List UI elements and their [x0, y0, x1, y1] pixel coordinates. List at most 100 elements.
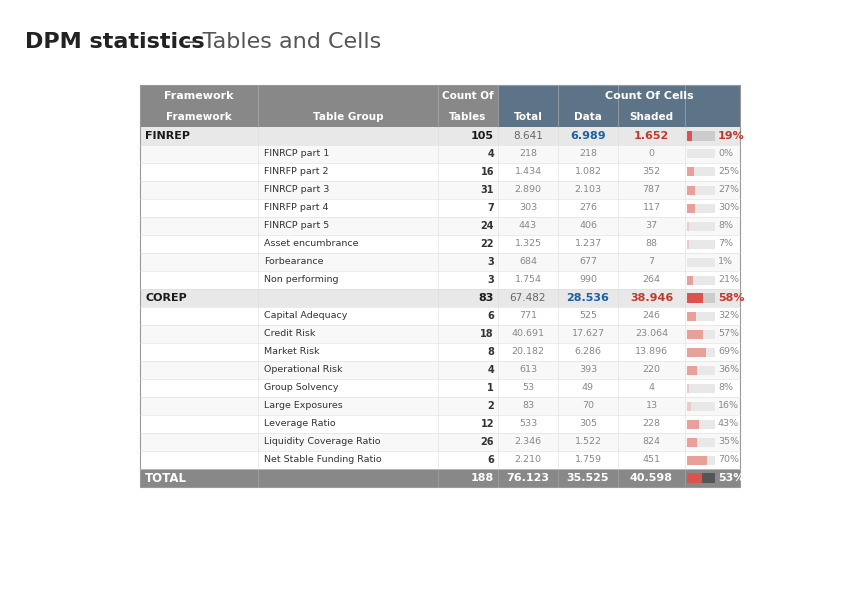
- Text: 7: 7: [488, 203, 494, 213]
- Text: 17.627: 17.627: [572, 330, 605, 339]
- Bar: [687, 186, 715, 195]
- Text: 19%: 19%: [718, 131, 745, 141]
- Bar: [687, 330, 715, 339]
- Bar: [140, 361, 740, 379]
- Bar: [140, 217, 740, 235]
- Text: 35%: 35%: [718, 437, 739, 446]
- Text: 4: 4: [488, 365, 494, 375]
- Text: European
Banking
Authority: European Banking Authority: [45, 557, 65, 571]
- Bar: [687, 312, 696, 321]
- Text: 38.946: 38.946: [630, 293, 673, 303]
- Text: 1.759: 1.759: [574, 456, 601, 465]
- Bar: [687, 419, 699, 428]
- Text: 303: 303: [519, 203, 537, 212]
- Text: Count Of Cells: Count Of Cells: [605, 91, 693, 101]
- Text: 13.896: 13.896: [635, 347, 668, 356]
- Text: 1.652: 1.652: [634, 131, 669, 141]
- Bar: [687, 168, 715, 177]
- Text: 8.641: 8.641: [513, 131, 543, 141]
- Text: 16%: 16%: [718, 402, 739, 411]
- Text: 1: 1: [488, 383, 494, 393]
- Bar: [498, 85, 740, 107]
- Text: FINRFP part 2: FINRFP part 2: [264, 168, 328, 177]
- Bar: [140, 325, 740, 343]
- Text: 58%: 58%: [718, 293, 744, 303]
- Text: Table Group: Table Group: [312, 112, 383, 122]
- Bar: [140, 271, 740, 289]
- Text: 1.754: 1.754: [514, 275, 541, 284]
- Text: 352: 352: [642, 168, 661, 177]
- Text: 24: 24: [481, 221, 494, 231]
- Text: 393: 393: [579, 365, 597, 374]
- Text: 305: 305: [579, 419, 597, 428]
- Text: 36%: 36%: [718, 365, 739, 374]
- Text: FINRFP part 4: FINRFP part 4: [264, 203, 328, 212]
- Text: 771: 771: [519, 312, 537, 321]
- Text: 3: 3: [488, 275, 494, 285]
- Bar: [498, 107, 740, 127]
- Text: 53: 53: [522, 384, 534, 393]
- Text: 7%: 7%: [718, 240, 733, 249]
- Text: Asset encumbrance: Asset encumbrance: [264, 240, 359, 249]
- Text: Framework: Framework: [166, 112, 232, 122]
- Bar: [687, 347, 715, 356]
- Bar: [140, 289, 740, 307]
- Bar: [140, 181, 740, 199]
- Text: 6.989: 6.989: [570, 131, 605, 141]
- Text: 13: 13: [646, 402, 658, 411]
- Bar: [140, 433, 740, 451]
- Text: Liquidity Coverage Ratio: Liquidity Coverage Ratio: [264, 437, 381, 446]
- Text: 684: 684: [519, 258, 537, 267]
- Bar: [687, 131, 715, 141]
- Bar: [687, 312, 715, 321]
- Text: TOTAL: TOTAL: [145, 471, 187, 484]
- Text: 451: 451: [642, 456, 660, 465]
- Bar: [140, 469, 740, 487]
- Text: 69%: 69%: [718, 347, 739, 356]
- Text: COREP: COREP: [145, 293, 187, 303]
- Text: 88: 88: [646, 240, 658, 249]
- Text: Total: Total: [514, 112, 542, 122]
- Bar: [140, 397, 740, 415]
- Bar: [140, 307, 740, 325]
- Text: 8%: 8%: [718, 221, 733, 230]
- Text: Credit Risk: Credit Risk: [264, 330, 316, 339]
- Text: 443: 443: [519, 221, 537, 230]
- Text: 0: 0: [648, 149, 654, 158]
- Bar: [140, 415, 740, 433]
- Text: 31: 31: [481, 185, 494, 195]
- Text: Forbearance: Forbearance: [264, 258, 323, 267]
- Text: 1.434: 1.434: [514, 168, 541, 177]
- Text: 83: 83: [478, 293, 494, 303]
- Text: 76.123: 76.123: [507, 473, 550, 483]
- Text: 49: 49: [582, 384, 594, 393]
- Text: 8: 8: [488, 347, 494, 357]
- Text: 3: 3: [488, 257, 494, 267]
- Text: 16: 16: [481, 167, 494, 177]
- Bar: [687, 221, 715, 230]
- Text: Operational Risk: Operational Risk: [264, 365, 343, 374]
- Text: 220: 220: [642, 365, 660, 374]
- Text: Group Solvency: Group Solvency: [264, 384, 338, 393]
- Text: 70%: 70%: [718, 456, 739, 465]
- Text: 246: 246: [642, 312, 660, 321]
- Bar: [140, 163, 740, 181]
- Bar: [687, 437, 697, 446]
- Text: 12: 12: [481, 419, 494, 429]
- Text: 40.691: 40.691: [511, 330, 545, 339]
- Bar: [687, 149, 715, 158]
- Text: 1.522: 1.522: [574, 437, 601, 446]
- Text: 2.890: 2.890: [514, 186, 541, 195]
- Text: Data: Data: [574, 112, 602, 122]
- Text: Count Of: Count Of: [442, 91, 493, 101]
- Text: 37: 37: [646, 221, 658, 230]
- Text: Capital Adequacy: Capital Adequacy: [264, 312, 348, 321]
- Bar: [687, 168, 694, 177]
- Bar: [687, 258, 715, 267]
- Text: 264: 264: [642, 275, 660, 284]
- Bar: [140, 451, 740, 469]
- Bar: [687, 131, 692, 141]
- Text: 2: 2: [488, 401, 494, 411]
- Text: 1.325: 1.325: [514, 240, 541, 249]
- Text: 32%: 32%: [718, 312, 739, 321]
